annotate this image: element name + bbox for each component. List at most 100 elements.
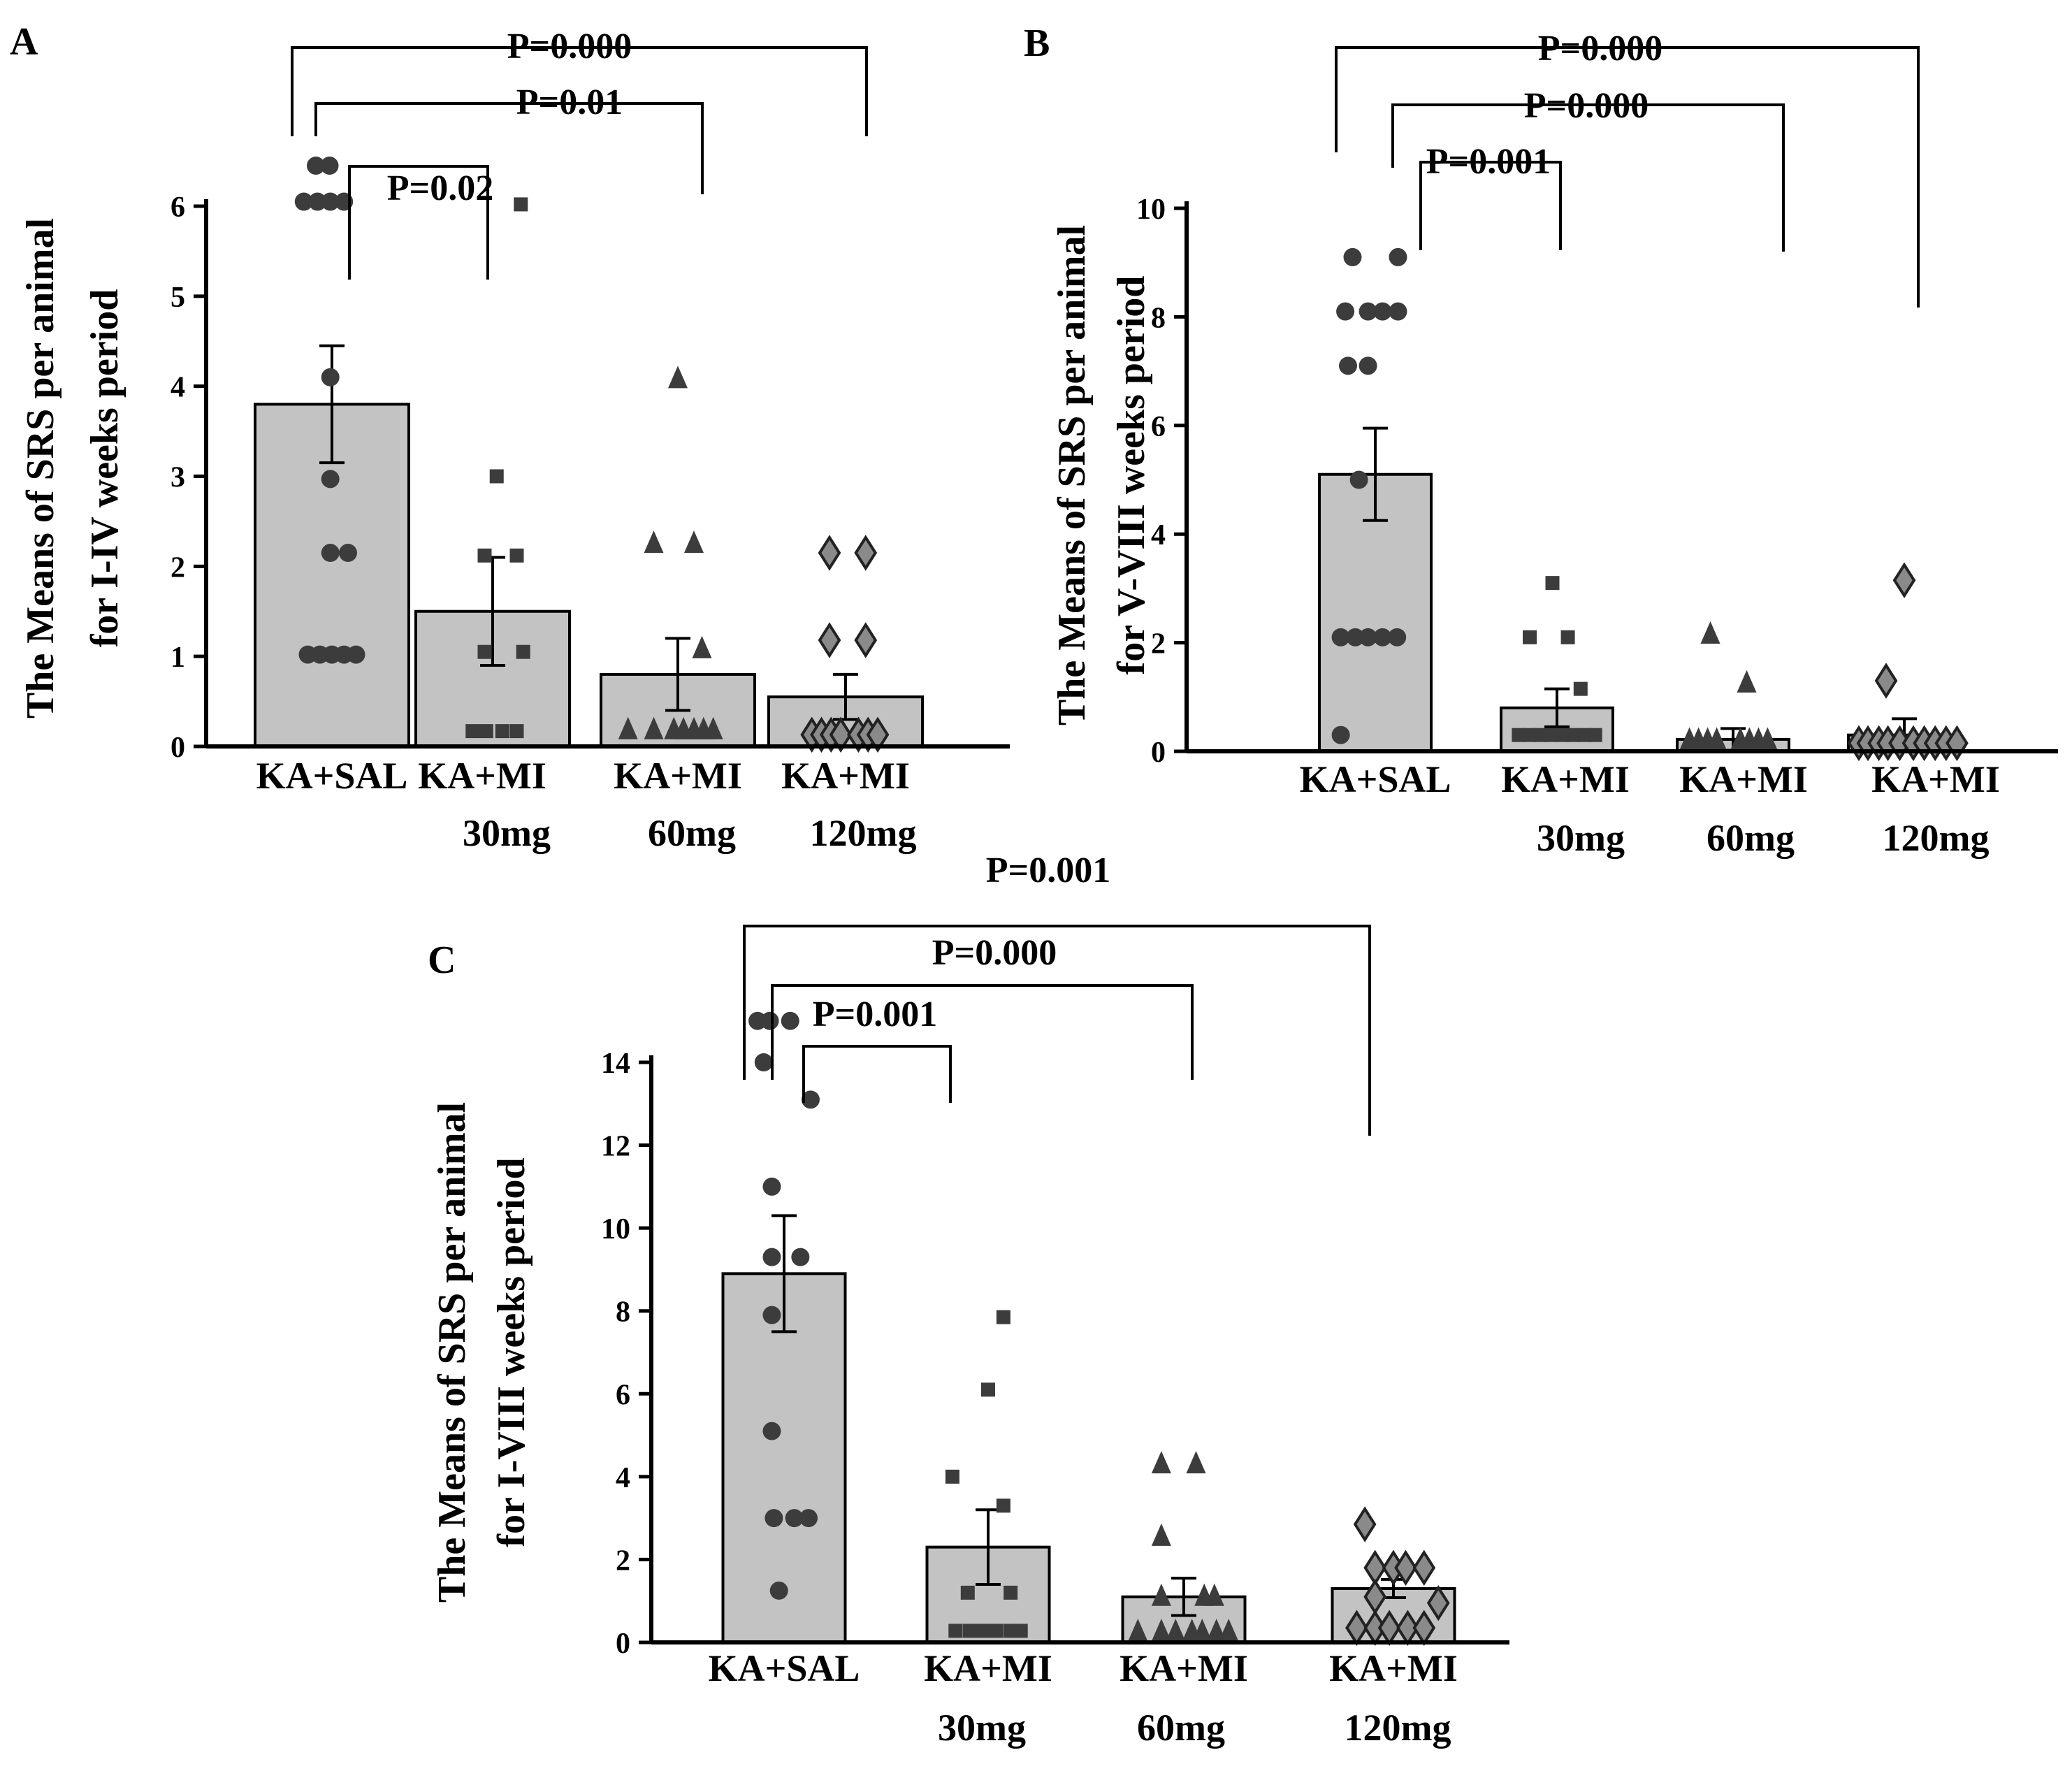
x-label-dose-2: 30mg — [938, 1707, 1026, 1749]
point-triangle-3-11 — [703, 716, 723, 739]
point-circle-1-2 — [760, 1011, 779, 1030]
point-square-2-7 — [1533, 728, 1548, 742]
point-square-2-12 — [1013, 1624, 1028, 1638]
point-diamond-4-1 — [1353, 1506, 1377, 1542]
significance-bracket-2 — [1391, 103, 1785, 252]
point-triangle-3-5 — [618, 716, 638, 739]
point-square-2-2 — [1523, 630, 1537, 644]
point-triangle-3-2 — [1737, 670, 1757, 693]
p-value-label-3: P=0.001 — [1426, 142, 1551, 182]
y-tick-label-5: 5 — [171, 282, 185, 314]
point-square-2-8 — [479, 724, 493, 739]
point-circle-1-8 — [321, 470, 340, 489]
point-circle-1-9 — [1349, 470, 1368, 489]
y-tick-label-6: 6 — [1151, 411, 1166, 443]
point-circle-1-10 — [762, 1422, 781, 1440]
point-circle-1-3 — [781, 1011, 799, 1030]
point-circle-1-2 — [320, 157, 339, 175]
point-square-2-8 — [1544, 728, 1559, 742]
p-value-label-2: P=0.000 — [1524, 86, 1649, 126]
point-circle-1-9 — [321, 544, 340, 563]
point-square-2-9 — [976, 1624, 990, 1638]
point-circle-1-5 — [321, 192, 340, 211]
panel-c-ylabel-2: for I-VIII weeks period — [490, 1157, 533, 1547]
p-value-label-2: P=0.000 — [932, 933, 1057, 973]
x-label-4: KA+MI — [1329, 1647, 1458, 1689]
point-diamond-4-1 — [818, 535, 841, 571]
point-square-2-5 — [1512, 728, 1526, 742]
significance-bracket-1 — [1335, 46, 1920, 308]
point-triangle-3-1 — [1151, 1451, 1171, 1474]
x-label-1: KA+SAL — [256, 755, 408, 797]
point-diamond-4-12 — [1426, 1584, 1450, 1621]
point-triangle-3-4 — [1151, 1583, 1171, 1606]
y-tick-label-3: 3 — [171, 462, 185, 494]
point-square-2-5 — [477, 644, 492, 659]
point-triangle-3-11 — [1192, 1619, 1212, 1642]
point-circle-1-10 — [1331, 628, 1350, 646]
x-label-dose-4: 120mg — [810, 812, 917, 854]
point-square-2-9 — [1555, 728, 1570, 742]
point-circle-1-7 — [762, 1248, 781, 1266]
point-square-2-1 — [996, 1310, 1010, 1324]
point-triangle-3-4 — [692, 635, 712, 658]
p-value-label-3: P=0.001 — [813, 995, 937, 1034]
point-diamond-4-3 — [818, 622, 841, 658]
point-circle-1-4 — [1359, 302, 1377, 321]
significance-bracket-3 — [1419, 161, 1562, 250]
point-square-2-7 — [465, 724, 480, 739]
point-diamond-4-4 — [854, 622, 878, 658]
p-value-label-3: P=0.02 — [387, 168, 493, 208]
point-square-2-8 — [962, 1624, 977, 1638]
point-circle-1-4 — [754, 1053, 773, 1071]
point-circle-1-14 — [1388, 628, 1407, 646]
significance-bracket-1 — [291, 46, 868, 136]
point-square-2-3 — [945, 1469, 959, 1484]
point-square-2-10 — [509, 724, 524, 739]
point-square-2-6 — [516, 644, 530, 659]
panel-b: B The Means of SRS per animal for V-VIII… — [1024, 22, 2058, 859]
x-label-dose-4: 120mg — [1345, 1707, 1451, 1749]
point-circle-1-10 — [339, 544, 357, 563]
point-triangle-3-2 — [644, 530, 664, 554]
point-square-2-10 — [989, 1624, 1004, 1638]
point-square-2-1 — [514, 197, 528, 212]
p-value-label-1: P=0.000 — [1538, 29, 1662, 68]
point-square-2-6 — [1004, 1585, 1018, 1600]
panel-a-letter: A — [10, 20, 38, 64]
point-square-2-12 — [1588, 728, 1602, 742]
point-square-2-2 — [489, 469, 504, 484]
point-triangle-3-6 — [644, 716, 664, 739]
point-circle-1-15 — [1331, 725, 1350, 744]
y-tick-label-14: 14 — [601, 1048, 630, 1080]
point-square-2-10 — [1566, 728, 1581, 742]
point-circle-1-1 — [307, 157, 325, 175]
point-diamond-4-4 — [1394, 1549, 1417, 1586]
point-triangle-3-6 — [1204, 1583, 1224, 1606]
x-label-4: KA+MI — [781, 755, 910, 797]
point-diamond-4-8 — [829, 716, 853, 753]
point-triangle-3-12 — [1206, 1619, 1226, 1642]
panel-c-letter: C — [428, 939, 456, 982]
panel-a: A The Means of SRS per animal for I-IV w… — [10, 20, 1010, 854]
y-tick-label-0: 0 — [616, 1628, 630, 1660]
point-triangle-3-6 — [1707, 727, 1727, 750]
point-triangle-3-8 — [1151, 1619, 1171, 1642]
point-circle-1-13 — [799, 1509, 818, 1528]
x-label-dose-4: 120mg — [1883, 817, 1990, 859]
y-tick-label-10: 10 — [601, 1213, 630, 1245]
point-triangle-3-2 — [1186, 1451, 1206, 1474]
point-circle-1-6 — [762, 1177, 781, 1196]
point-circle-1-7 — [1339, 356, 1357, 375]
x-label-dose-3: 60mg — [1707, 817, 1795, 859]
point-circle-1-3 — [1336, 302, 1355, 321]
point-square-2-1 — [1545, 576, 1560, 591]
significance-bracket-3 — [348, 165, 489, 280]
y-tick-label-2: 2 — [1151, 628, 1166, 660]
point-diamond-4-2 — [854, 535, 878, 571]
x-label-3: KA+MI — [614, 755, 742, 797]
point-circle-1-11 — [765, 1509, 783, 1528]
point-square-2-9 — [495, 724, 509, 739]
x-label-2: KA+MI — [924, 1647, 1052, 1689]
